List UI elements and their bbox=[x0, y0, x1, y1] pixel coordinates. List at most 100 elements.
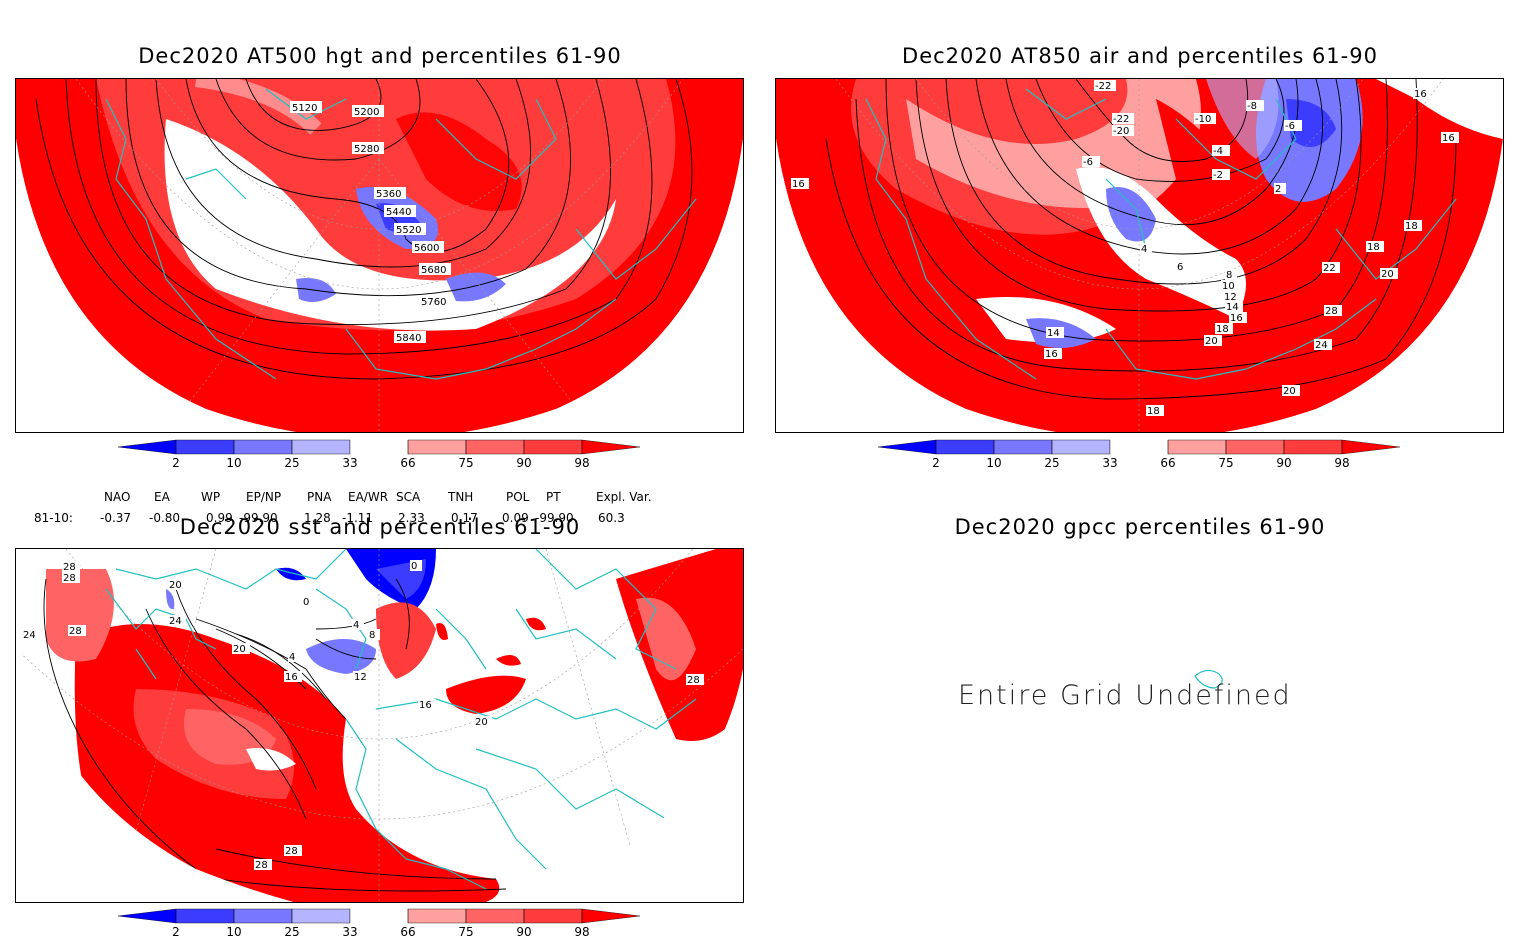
contour-label: 5760 bbox=[421, 297, 446, 308]
colorbar-segment bbox=[523, 439, 583, 455]
index-header: NAO bbox=[104, 490, 130, 504]
contour-label: 28 bbox=[69, 626, 82, 637]
index-value: 0.09 bbox=[502, 511, 529, 525]
colorbar-label: 10 bbox=[986, 456, 1001, 470]
index-value: 0.99 bbox=[206, 511, 233, 525]
contour-label: 18 bbox=[1147, 406, 1160, 417]
colorbar-label: 75 bbox=[458, 925, 473, 939]
contour-label: 5840 bbox=[396, 333, 421, 344]
map-gpcc bbox=[1194, 669, 1223, 689]
contour-label: 8 bbox=[1226, 270, 1232, 281]
contour-label: -20 bbox=[1113, 126, 1129, 137]
contour-label: 20 bbox=[169, 580, 182, 591]
index-header: EA bbox=[154, 490, 171, 504]
colorbar-segment bbox=[1283, 439, 1343, 455]
contour-label: 28 bbox=[63, 573, 76, 584]
colorbar-label: 2 bbox=[172, 456, 180, 470]
map-at850: -22 -22 -20 -10 -8 -6 -6 -4 -2 2 4 6 8 1… bbox=[776, 79, 1503, 432]
contour-label: 16 bbox=[1442, 133, 1455, 144]
contour-label: 28 bbox=[1325, 306, 1338, 317]
contour-label: 14 bbox=[1226, 302, 1239, 313]
contour-label: 6 bbox=[1177, 262, 1183, 273]
colorbar-label: 98 bbox=[1334, 456, 1349, 470]
contour-label: 16 bbox=[1045, 349, 1058, 360]
colorbar-top-left: 2 10 25 33 66 75 90 98 bbox=[110, 438, 650, 476]
contour-label: 16 bbox=[792, 179, 805, 190]
contour-label: 12 bbox=[1224, 292, 1237, 303]
panel-title-gpcc: Dec2020 gpcc percentiles 61-90 bbox=[954, 515, 1326, 539]
index-header: TNH bbox=[447, 490, 473, 504]
colorbar-segment bbox=[233, 439, 293, 455]
colorbar-label: 33 bbox=[342, 925, 357, 939]
contour-label: 4 bbox=[1141, 244, 1147, 255]
index-row-label: 81-10: bbox=[34, 511, 73, 525]
colorbar-segment bbox=[1051, 439, 1111, 455]
index-value: 0.17 bbox=[451, 511, 478, 525]
colorbar-segment bbox=[407, 439, 467, 455]
contour-label: 5360 bbox=[376, 189, 401, 200]
contour-label: -10 bbox=[1195, 114, 1211, 125]
contour-label: 28 bbox=[63, 562, 76, 573]
contour-label: 16 bbox=[1230, 313, 1243, 324]
contour-label: 0 bbox=[411, 561, 417, 572]
contour-label: 5120 bbox=[292, 103, 317, 114]
contour-label: 4 bbox=[353, 620, 359, 631]
colorbar-label: 98 bbox=[574, 456, 589, 470]
contour-label: 18 bbox=[1367, 242, 1380, 253]
contour-label: 5680 bbox=[421, 265, 446, 276]
panel-title-sst: Dec2020 sst and percentiles 61-90 bbox=[179, 515, 581, 539]
colorbar-label: 25 bbox=[284, 456, 299, 470]
colorbar-segment bbox=[581, 908, 641, 924]
colorbar-bottom-left: 2 10 25 33 66 75 90 98 bbox=[110, 907, 650, 940]
map-panel-at500: 5120 5200 5280 5360 5440 5520 5600 5680 … bbox=[15, 78, 744, 433]
index-header: EA/WR bbox=[348, 490, 388, 504]
contour-label: 20 bbox=[475, 717, 488, 728]
colorbar-graphic: 2 10 25 33 66 75 90 98 bbox=[877, 439, 1401, 470]
colorbar-graphic: 2 10 25 33 66 75 90 98 bbox=[117, 439, 641, 470]
index-header: SCA bbox=[396, 490, 421, 504]
index-value: -1.11 bbox=[342, 511, 373, 525]
contour-label: 22 bbox=[1323, 263, 1336, 274]
colorbar-label: 2 bbox=[172, 925, 180, 939]
map-panel-at850: -22 -22 -20 -10 -8 -6 -6 -4 -2 2 4 6 8 1… bbox=[775, 78, 1504, 433]
colorbar-segment bbox=[935, 439, 995, 455]
contour-label: 16 bbox=[419, 700, 432, 711]
contour-label: 16 bbox=[285, 672, 298, 683]
contour-label: 16 bbox=[1414, 89, 1427, 100]
map-sst: 28 28 20 24 28 24 20 16 12 4 4 8 0 0 20 … bbox=[16, 549, 743, 902]
contour-label: 28 bbox=[255, 860, 268, 871]
index-value: 2.33 bbox=[398, 511, 425, 525]
contour-label: 24 bbox=[23, 630, 36, 641]
colorbar-segment bbox=[350, 909, 408, 923]
contour-label: -6 bbox=[1285, 121, 1295, 132]
colorbar-label: 98 bbox=[574, 925, 589, 939]
contour-label: -4 bbox=[1213, 146, 1223, 157]
contour-label: 12 bbox=[354, 672, 367, 683]
colorbar-segment bbox=[1341, 439, 1401, 455]
contour-label: 5520 bbox=[396, 225, 421, 236]
map-panel-gpcc: Entire Grid Undefined bbox=[775, 548, 1502, 901]
colorbar-segment bbox=[465, 439, 525, 455]
index-header: EP/NP bbox=[246, 490, 281, 504]
colorbar-segment bbox=[1225, 439, 1285, 455]
colorbar-label: 10 bbox=[226, 456, 241, 470]
colorbar-label: 90 bbox=[1276, 456, 1291, 470]
contour-label: 5600 bbox=[414, 243, 439, 254]
contour-label: 8 bbox=[369, 630, 375, 641]
contour-label: -8 bbox=[1247, 101, 1257, 112]
contour-label: 18 bbox=[1405, 221, 1418, 232]
indices-table: NAO EA WP EP/NP PNA EA/WR SCA TNH POL PT… bbox=[34, 490, 652, 525]
index-value: -99.90 bbox=[239, 511, 278, 525]
contour-label: 24 bbox=[1315, 340, 1328, 351]
colorbar-label: 75 bbox=[1218, 456, 1233, 470]
index-value: 1.28 bbox=[304, 511, 331, 525]
contour-label: 4 bbox=[289, 652, 295, 663]
colorbar-segment bbox=[117, 908, 177, 924]
contour-label: 20 bbox=[1205, 336, 1218, 347]
contour-label: 5280 bbox=[354, 144, 379, 155]
index-header: WP bbox=[201, 490, 220, 504]
contour-label: 5200 bbox=[354, 107, 379, 118]
colorbar-segment bbox=[117, 439, 177, 455]
colorbar-segment bbox=[233, 908, 293, 924]
contour-label: -22 bbox=[1113, 114, 1129, 125]
